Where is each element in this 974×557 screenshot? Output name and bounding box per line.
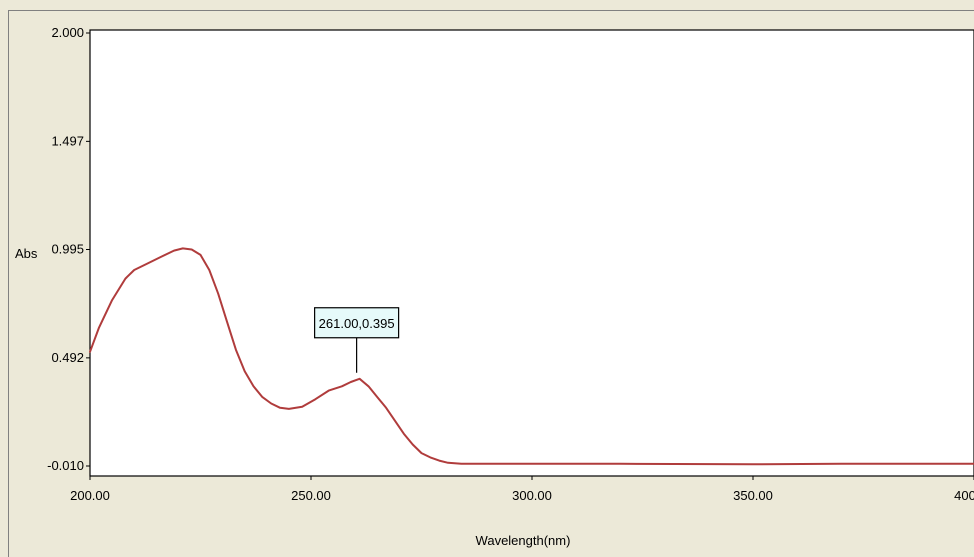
x-axis-ticks: 200.00 250.00 300.00 350.00 400.00 [70, 476, 974, 503]
annotation-layer: 261.00,0.395 [314, 307, 400, 373]
y-tick-label: 0.492 [51, 350, 84, 365]
x-tick-label: 350.00 [733, 488, 773, 503]
peak-label-box [314, 307, 400, 339]
x-axis-label: Wavelength(nm) [476, 533, 571, 548]
y-tick-label: 0.995 [51, 242, 84, 257]
y-tick-label: 1.497 [51, 133, 84, 148]
spectrum-line [89, 247, 974, 466]
x-tick-label: 300.00 [512, 488, 552, 503]
x-tick-label: 400.00 [954, 488, 974, 503]
peak-label-text: 261.00,0.395 [319, 316, 395, 331]
series-layer [89, 247, 974, 466]
x-tick-label: 200.00 [70, 488, 110, 503]
x-tick-label: 250.00 [291, 488, 331, 503]
y-axis-ticks: -0.010 0.492 0.995 1.497 2.000 [47, 25, 90, 473]
y-tick-label: 2.000 [51, 25, 84, 40]
plot-area [89, 29, 974, 477]
y-tick-label: -0.010 [47, 458, 84, 473]
y-axis-label: Abs [15, 246, 38, 261]
